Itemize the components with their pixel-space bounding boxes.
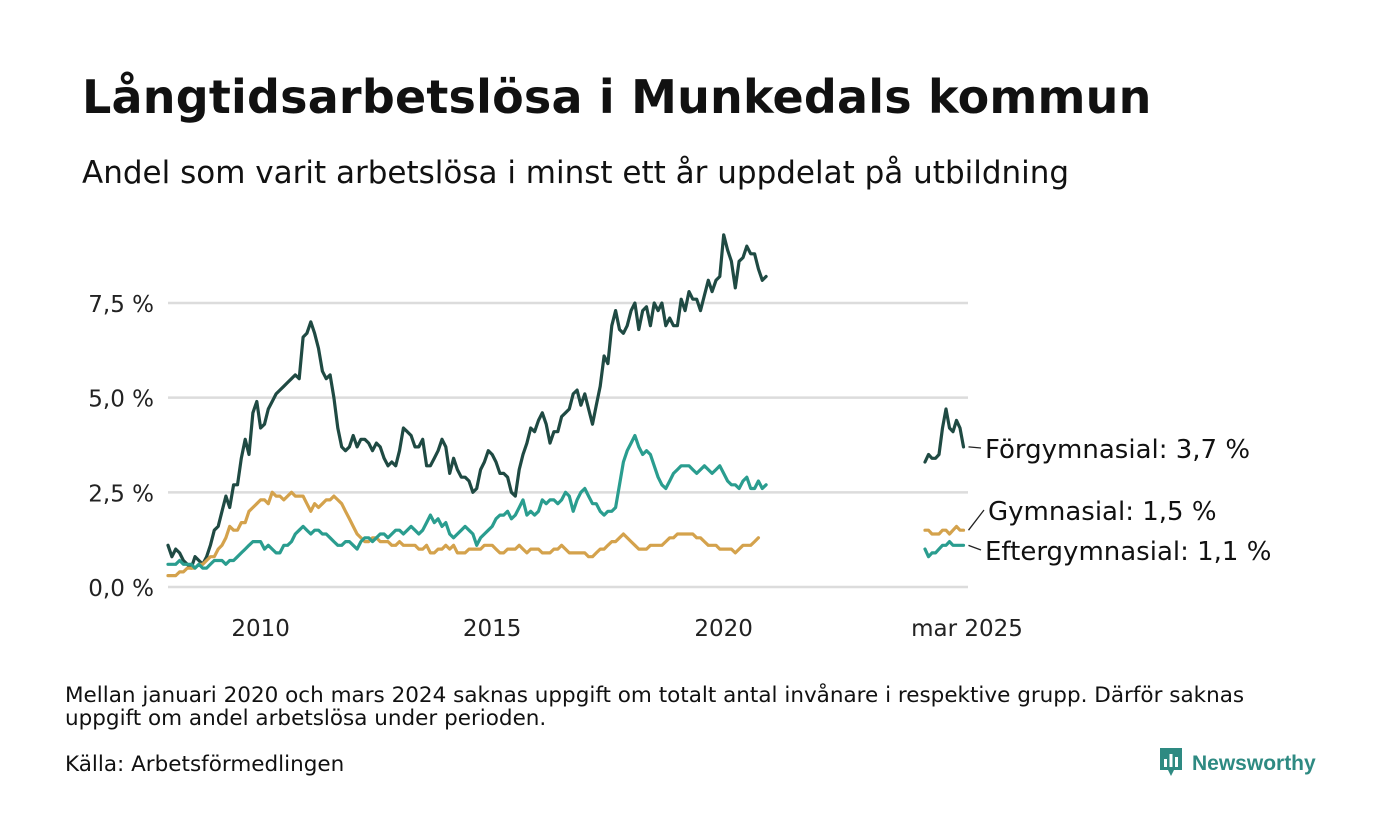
x-tick-label: 2020	[694, 616, 753, 642]
label-leader-line	[968, 446, 982, 449]
series-line-eftergymnasial	[166, 433, 768, 570]
footnote: Mellan januari 2020 och mars 2024 saknas…	[65, 683, 1245, 731]
chart-subtitle: Andel som varit arbetslösa i minst ett å…	[82, 155, 1070, 191]
x-tick-label: 2015	[463, 616, 522, 642]
y-tick-label: 0,0 %	[88, 576, 154, 602]
label-leader-line	[968, 544, 982, 551]
y-tick-label: 5,0 %	[88, 387, 154, 413]
gridlines	[168, 301, 968, 589]
series-line-gymnasial	[923, 524, 966, 536]
series-label-eftergymnasial: Eftergymnasial: 1,1 %	[985, 537, 1271, 567]
line-chart: 0,0 % 2,5 % 5,0 % 7,5 % 2010 2015 2020 mar 202…	[88, 233, 1271, 642]
x-axis: 2010 2015 2020 mar 2025	[231, 616, 1023, 642]
series-line-eftergymnasial	[923, 539, 966, 559]
series-lines	[166, 233, 966, 578]
series-label-gymnasial: Gymnasial: 1,5 %	[988, 497, 1217, 527]
series-line-förgymnasial	[923, 407, 966, 464]
y-tick-label: 2,5 %	[88, 481, 154, 507]
series-label-förgymnasial: Förgymnasial: 3,7 %	[985, 435, 1250, 465]
newsworthy-logo-icon	[1158, 746, 1184, 782]
series-line-förgymnasial	[166, 233, 768, 570]
source-credit: Källa: Arbetsförmedlingen	[65, 752, 345, 777]
brand-name: Newsworthy	[1192, 752, 1316, 775]
series-line-gymnasial	[166, 490, 761, 578]
label-leader-line	[967, 509, 985, 531]
y-axis: 0,0 % 2,5 % 5,0 % 7,5 %	[88, 292, 154, 602]
newsworthy-logo: Newsworthy	[1158, 746, 1316, 782]
y-tick-label: 7,5 %	[88, 292, 154, 318]
series-labels: Förgymnasial: 3,7 % Gymnasial: 1,5 % Efter…	[967, 435, 1271, 567]
x-tick-label: 2010	[231, 616, 290, 642]
chart-title: Långtidsarbetslösa i Munkedals kommun	[82, 70, 1152, 124]
x-tick-label: mar 2025	[911, 616, 1023, 642]
